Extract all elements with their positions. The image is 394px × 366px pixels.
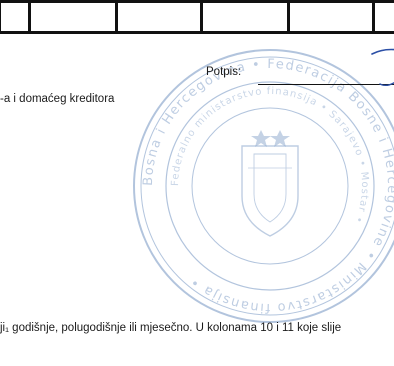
svg-text:Federalno ministarstvo finansi: Federalno ministarstvo finansija • Saraj… bbox=[170, 86, 370, 225]
signature-line bbox=[258, 84, 394, 85]
table-cell-divider bbox=[28, 3, 31, 31]
table-cell-divider bbox=[0, 3, 1, 31]
signature-label: Potpis: bbox=[206, 66, 242, 78]
table-cell-divider bbox=[200, 3, 203, 31]
table-bottom-row bbox=[0, 0, 394, 34]
table-cell-divider bbox=[287, 3, 290, 31]
handwritten-signature bbox=[371, 48, 394, 87]
table-cell-divider bbox=[115, 3, 118, 31]
official-seal-stamp: Bosna i Hercegovina • Federacija Bosne i… bbox=[133, 49, 394, 323]
footnote-text: ji₁ godišnje, polugodišnje ili mjesečno.… bbox=[0, 322, 342, 334]
creditor-text: -a i domaćeg kreditora bbox=[0, 93, 115, 105]
table-cell-divider bbox=[372, 3, 375, 31]
svg-text:Bosna i Hercegovina • Federaci: Bosna i Hercegovina • Federacija Bosne i… bbox=[141, 57, 394, 315]
